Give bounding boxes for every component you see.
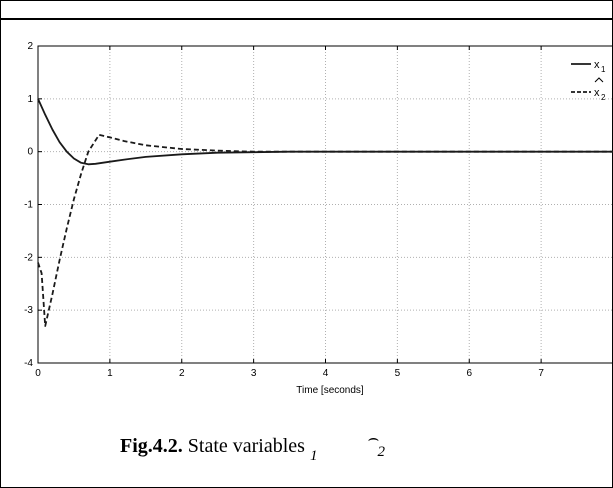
x-tick-label-5: 5: [395, 368, 401, 379]
figure-caption: Fig.4.2. State variables 1 ⌢ 2: [120, 428, 395, 464]
plot-area-border: [37, 45, 613, 364]
x-tick-label-1: 1: [107, 368, 113, 379]
caption-subscript-2: 2: [377, 444, 385, 460]
x-axis-label: Time [seconds]: [296, 385, 364, 396]
legend-label-x2: x: [594, 87, 600, 99]
x-tick-label-6: 6: [466, 368, 472, 379]
y-tick-label-3: -1: [24, 200, 33, 211]
y-tick-label-4: -2: [24, 252, 33, 263]
caption-figure-number: Fig.4.2.: [120, 435, 183, 457]
y-tick-label-0: 2: [27, 41, 33, 52]
x-tick-label-4: 4: [323, 368, 329, 379]
legend-sub-x1: 1: [601, 65, 606, 74]
x-tick-label-2: 2: [179, 368, 185, 379]
series-line-2: [37, 133, 613, 327]
x-tick-label-7: 7: [538, 368, 544, 379]
caption-subscript-1: 1: [309, 448, 318, 464]
y-tick-label-6: -4: [24, 358, 33, 369]
x-tick-label-3: 3: [251, 368, 257, 379]
y-tick-label-5: -3: [24, 305, 33, 316]
y-tick-label-1: 1: [27, 94, 33, 105]
caption-hat-symbol: ⌢ 2: [367, 428, 395, 460]
legend-hat-icon: [594, 77, 604, 83]
legend-label-x1: x: [594, 59, 600, 71]
legend-sub-x2: 2: [601, 93, 606, 102]
y-tick-label-2: 0: [27, 147, 33, 158]
caption-text: State variables: [182, 435, 310, 457]
hat-icon: ⌢: [367, 428, 380, 448]
x-tick-label-0: 0: [35, 368, 41, 379]
top-rule: [0, 18, 613, 20]
